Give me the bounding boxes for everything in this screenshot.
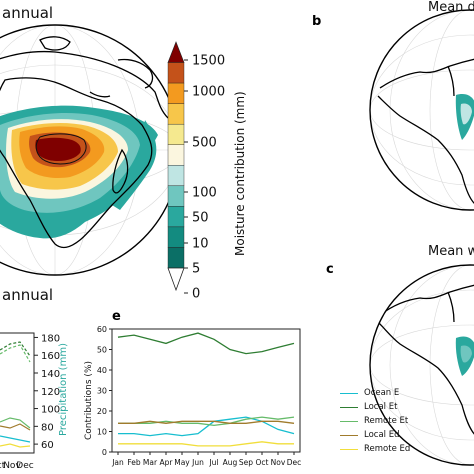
- series-line-remote-et: [118, 416, 295, 427]
- legend-item: Local Ed: [340, 428, 410, 442]
- precip-series-line: [0, 443, 31, 448]
- contributions-axes-frame: [111, 328, 301, 453]
- legend-swatch: [340, 406, 358, 408]
- contributions-y-tick-label: 40: [97, 366, 107, 375]
- globe-a-content: [0, 25, 180, 275]
- contributions-x-tick-label: Mar: [143, 458, 158, 467]
- globe-c-outline: [369, 264, 474, 466]
- legend-label: Remote Et: [364, 416, 409, 426]
- panel-a-title-bottom: annual: [2, 286, 54, 304]
- globe-b-outline: [369, 9, 474, 211]
- contributions-x-tick-label: Sep: [239, 458, 253, 467]
- precip-series-line: [0, 344, 31, 363]
- legend-label: Ocean E: [364, 388, 400, 398]
- panel-b-letter: b: [312, 14, 322, 29]
- contributions-y-tick-label: 20: [97, 407, 107, 416]
- legend-swatch: [340, 448, 358, 450]
- legend-label: Remote Ed: [364, 444, 411, 454]
- globe-b-content: [370, 10, 474, 210]
- contributions-y-label: Contributions (%): [84, 360, 94, 440]
- panel-e-letter: e: [112, 309, 121, 324]
- precip-series-line: [0, 423, 31, 431]
- legend-item: Remote Et: [340, 414, 410, 428]
- contributions-x-tick-label: Jan: [111, 458, 124, 467]
- contributions-x-tick-label: Jul: [208, 458, 218, 467]
- precip-x-tick-label: ct: [0, 461, 6, 471]
- legend: Ocean E Local Et Remote Et Local Ed Remote E…: [340, 386, 410, 456]
- precip-y-tick-label: 140: [41, 369, 60, 380]
- precip-series-line: [0, 341, 31, 357]
- precip-y-tick-label: 120: [41, 387, 60, 398]
- contributions-x-tick-label: Nov: [271, 458, 286, 467]
- contributions-y-tick-label: 30: [97, 387, 107, 396]
- legend-item: Local Et: [340, 400, 410, 414]
- precip-y-tick-label: 180: [41, 333, 60, 344]
- contributions-x-tick-label: Feb: [127, 458, 141, 467]
- legend-swatch: [340, 420, 358, 422]
- panel-c-title: Mean w: [428, 244, 474, 259]
- precip-series-line: [0, 435, 31, 443]
- precip-x-tick-label: Nov: [3, 461, 21, 471]
- contributions-y-tick-label: 0: [102, 448, 107, 457]
- legend-swatch: [340, 392, 358, 394]
- legend-label: Local Et: [364, 402, 398, 412]
- series-line-remote-ed: [118, 441, 294, 447]
- contributions-x-tick-label: Aug: [223, 458, 238, 467]
- contributions-x-tick-label: Apr: [160, 458, 174, 467]
- precip-series-line: [0, 417, 31, 429]
- legend-item: Remote Ed: [340, 442, 410, 456]
- panel-a-title: annual: [2, 4, 54, 22]
- precip-y-tick-label: 60: [41, 440, 54, 451]
- globe-c-content: [370, 265, 474, 465]
- contributions-y-tick-label: 10: [97, 428, 107, 437]
- legend-swatch: [340, 434, 358, 436]
- series-line-local-ed: [118, 420, 295, 424]
- series-line-local-et: [117, 332, 295, 355]
- legend-label: Local Ed: [364, 430, 400, 440]
- contributions-y-tick-label: 60: [97, 325, 107, 334]
- legend-item: Ocean E: [340, 386, 410, 400]
- contributions-x-tick-label: Oct: [256, 458, 269, 467]
- precip-x-tick-label: Dec: [16, 461, 33, 471]
- contributions-x-tick-label: May: [174, 458, 190, 467]
- contributions-x-tick-label: Jun: [191, 458, 204, 467]
- panel-b-title: Mean d: [428, 0, 474, 15]
- contributions-x-tick-label: Dec: [287, 458, 302, 467]
- panel-c-letter: c: [326, 262, 334, 277]
- series-line-ocean-e: [118, 416, 295, 437]
- precip-y-tick-label: 80: [41, 422, 54, 433]
- precip-axes-frame: [0, 332, 35, 454]
- precip-y-tick-label: 160: [41, 351, 60, 362]
- precip-y-tick-label: 100: [41, 405, 60, 416]
- contributions-y-tick-label: 50: [97, 346, 107, 355]
